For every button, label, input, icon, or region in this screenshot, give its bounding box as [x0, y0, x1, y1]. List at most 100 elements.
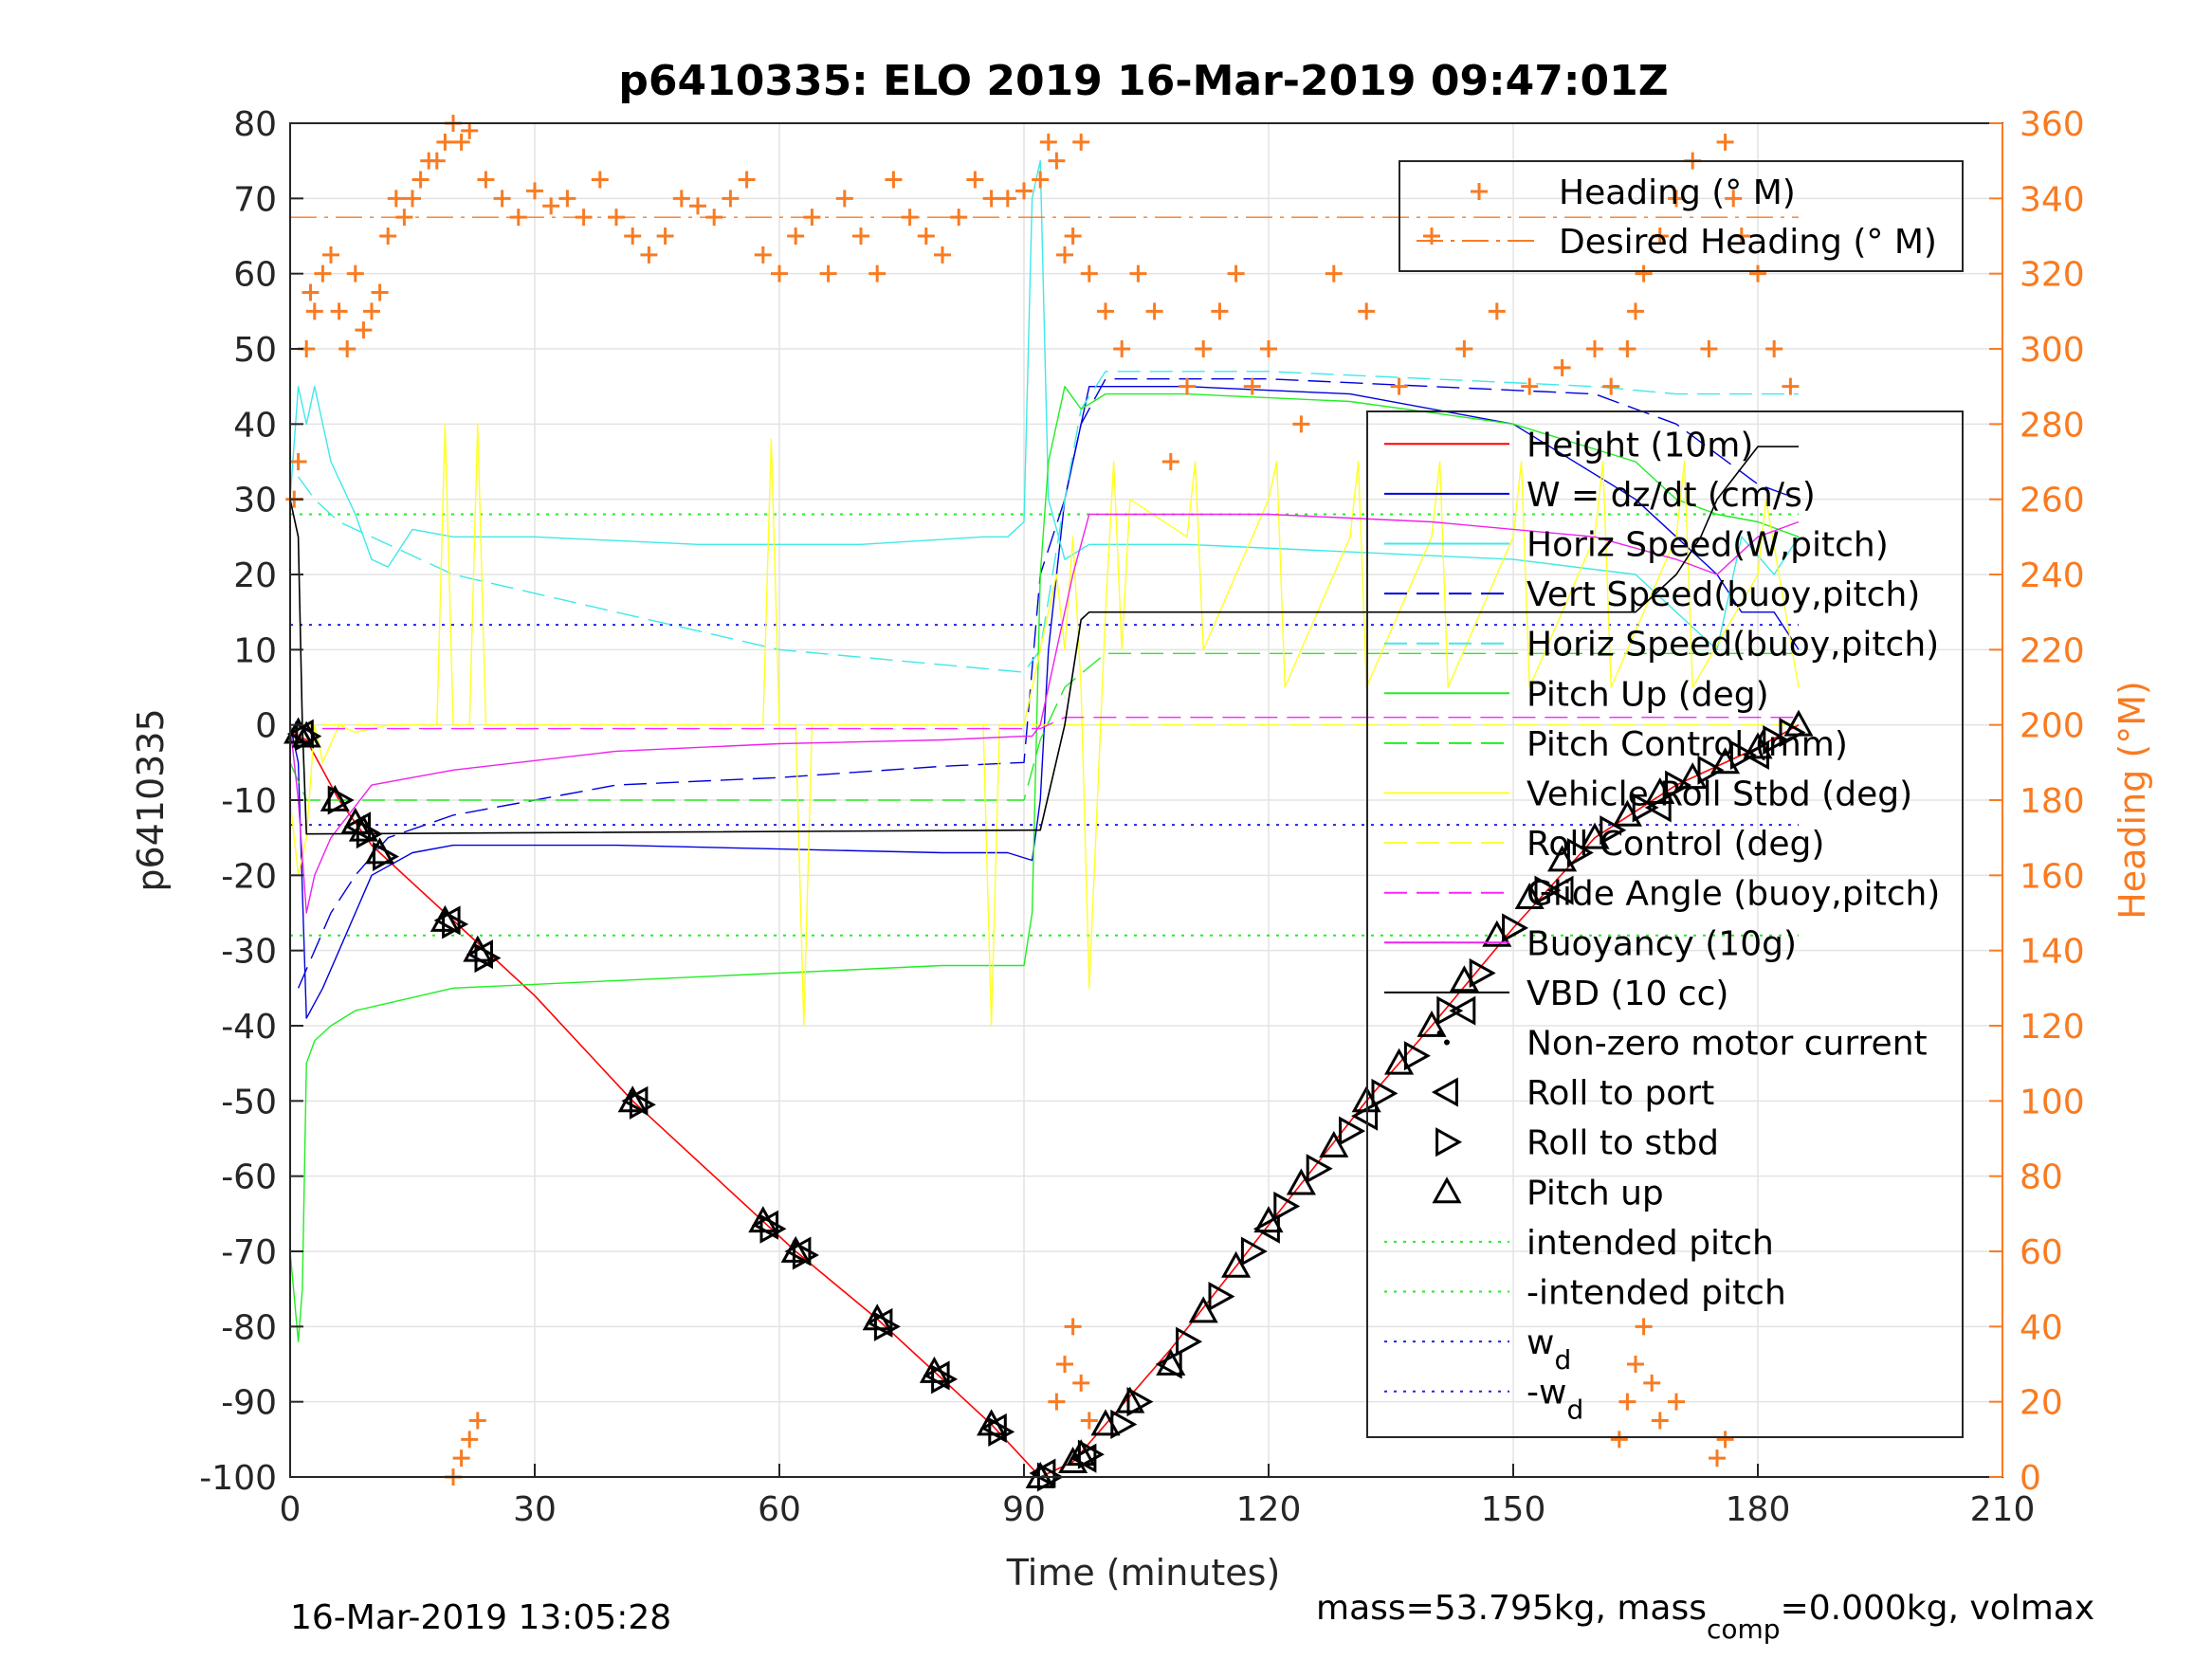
point-heading	[461, 1431, 479, 1449]
point-heading	[1064, 1318, 1082, 1336]
point-heading	[468, 1412, 486, 1430]
legend-symbol	[1431, 1077, 1458, 1107]
series-pitch-up-deg	[289, 386, 1800, 1342]
marker-roll-stbd	[356, 819, 383, 849]
marker-roll-stbd	[442, 909, 469, 939]
marker-roll-stbd	[1110, 1409, 1138, 1440]
point-heading	[1390, 377, 1408, 395]
y2-tick-label: 60	[2020, 1233, 2063, 1272]
point-heading	[1635, 1318, 1653, 1336]
point-heading	[428, 152, 446, 170]
marker-roll-stbd	[931, 1364, 959, 1395]
x-tick-label: 120	[1236, 1490, 1302, 1529]
legend-label: Roll to stbd	[1526, 1124, 1719, 1163]
legend-label: Heading (° M)	[1559, 173, 1796, 212]
marker-roll-stbd	[1240, 1236, 1268, 1267]
footer-mass-part2: =0.000kg, volmax	[1781, 1589, 2095, 1628]
y2-axis-label: Heading (°M)	[2111, 681, 2153, 920]
point-heading	[819, 264, 837, 283]
point-heading	[338, 340, 356, 357]
legend-label: Horiz Speed(W,pitch)	[1526, 526, 1889, 565]
point-heading	[379, 228, 397, 245]
point-heading	[371, 283, 389, 301]
legend-label: Horiz Speed(buoy,pitch)	[1526, 626, 1939, 665]
point-heading	[982, 190, 1000, 208]
point-heading	[452, 133, 470, 151]
point-heading	[1610, 1431, 1628, 1449]
legend-entry-horiz-speed-buoy-pitch-4: Horiz Speed(buoy,pitch)	[1384, 626, 1939, 665]
point-heading	[885, 171, 903, 189]
marker-roll-port	[1742, 739, 1769, 770]
point-heading	[1668, 1393, 1685, 1411]
legend-label-main: Roll Control (deg)	[1526, 825, 1824, 864]
point-heading	[672, 190, 690, 208]
marker-pitch-up	[1156, 1348, 1186, 1376]
legend-label-main: w	[1526, 1323, 1554, 1362]
legend-label: W = dz/dt (cm/s)	[1526, 476, 1816, 515]
point-heading	[477, 171, 495, 189]
point-heading	[1129, 264, 1147, 283]
marker-roll-stbd	[1665, 770, 1692, 800]
legend-entry-roll-to-port-13: Roll to port	[1431, 1074, 1714, 1113]
y-tick-label: -50	[221, 1083, 277, 1121]
line-pitch-control-mm	[289, 652, 1799, 801]
marker-roll-stbd	[1371, 1078, 1398, 1108]
y-tick-label: -80	[221, 1308, 277, 1347]
point-heading	[917, 228, 935, 245]
point-heading	[302, 283, 320, 301]
y-tick-label: 40	[233, 406, 277, 445]
point-heading	[1015, 182, 1033, 200]
marker-roll-stbd	[1176, 1326, 1203, 1357]
y-tick-label: 60	[233, 256, 277, 295]
marker-roll-port	[1252, 1213, 1280, 1244]
point-heading	[1032, 171, 1050, 189]
marker-roll-stbd	[1208, 1282, 1235, 1312]
legend-label: Desired Heading (° M)	[1559, 223, 1937, 262]
legend-entry-buoyancy-10g-10: Buoyancy (10g)	[1384, 924, 1797, 963]
marker-roll-stbd	[1697, 755, 1725, 785]
point-heading	[1716, 133, 1734, 151]
y-tick-label: -90	[221, 1384, 277, 1423]
marker-roll-port	[1449, 995, 1476, 1026]
point-heading	[1586, 340, 1603, 357]
legend-label: Vehicle Roll Stbd (deg)	[1526, 775, 1912, 814]
legend-label: -wd	[1526, 1374, 1583, 1426]
line-vbd-10-cc	[289, 446, 1799, 835]
point-heading	[754, 246, 772, 264]
point-heading	[1618, 1393, 1636, 1411]
point-heading	[1627, 302, 1644, 320]
markers-layer	[283, 709, 1814, 1492]
legend-label-main: Heading (° M)	[1559, 173, 1796, 212]
point-heading	[558, 190, 576, 208]
point-heading	[1602, 377, 1620, 395]
legend-entry-height-10m-0: Height (10m)	[1384, 426, 1753, 465]
footer-mass-sub: comp	[1707, 1613, 1781, 1645]
legend-label-main: Horiz Speed(W,pitch)	[1526, 526, 1889, 565]
series-horiz-speed-w-pitch	[289, 160, 1800, 650]
x-tick-label: 60	[758, 1490, 801, 1529]
point-heading	[305, 302, 323, 320]
y2-tick-label: 120	[2020, 1008, 2085, 1047]
y2-tick-label: 300	[2020, 331, 2085, 370]
marker-roll-stbd	[873, 1311, 901, 1341]
x-tick-label: 90	[1002, 1490, 1046, 1529]
legend-entry-pitch-up-deg-5: Pitch Up (deg)	[1384, 675, 1769, 714]
point-heading	[966, 171, 984, 189]
point-heading	[722, 190, 740, 208]
point-heading	[1635, 264, 1653, 283]
legend-label: wd	[1526, 1323, 1571, 1376]
series-vbd-10-cc	[289, 446, 1799, 835]
footer-timestamp: 16-Mar-2019 13:05:28	[290, 1598, 671, 1637]
legend-label-main: W = dz/dt (cm/s)	[1526, 476, 1816, 515]
point-heading	[1325, 264, 1343, 283]
line-height-10m	[289, 724, 1800, 1478]
legend-label: Roll Control (deg)	[1526, 825, 1824, 864]
point-heading	[640, 246, 658, 264]
point-heading	[656, 228, 674, 245]
legend-box	[1398, 160, 1964, 272]
point-heading	[1725, 190, 1743, 208]
marker-roll-stbd	[474, 943, 502, 974]
point-heading	[1260, 340, 1277, 357]
x-tick-label: 150	[1481, 1490, 1546, 1529]
